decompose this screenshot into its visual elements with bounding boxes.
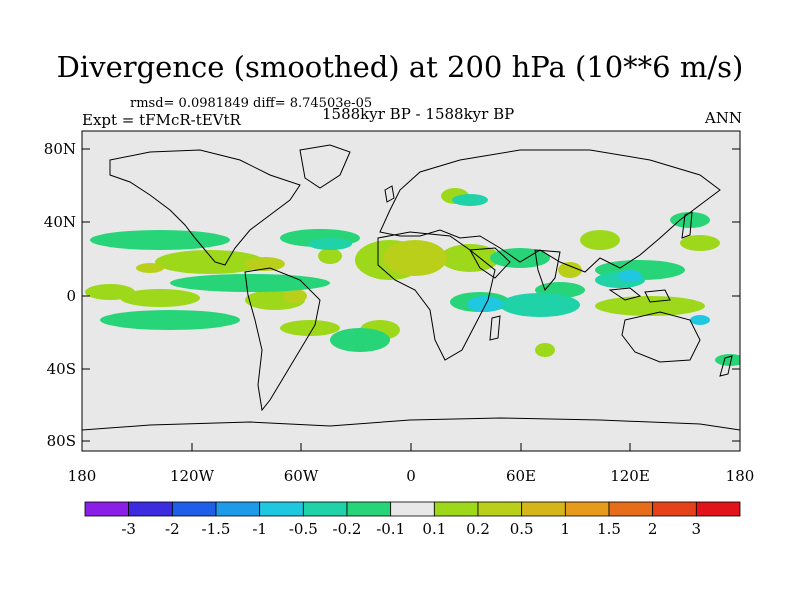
colorbar-swatch-0 — [84, 501, 130, 517]
colorbar-swatch-5 — [302, 501, 348, 517]
lon-label-0: 0 — [406, 467, 416, 485]
colorbar-label: 0.2 — [466, 520, 490, 538]
colorbar-swatch-14 — [695, 501, 741, 517]
colorbar-label: -1 — [252, 520, 267, 538]
colorbar-swatch-2 — [171, 501, 217, 517]
colorbar-label: -0.5 — [288, 520, 318, 538]
colorbar-label: 1.5 — [597, 520, 621, 538]
lon-label-120w: 120W — [170, 467, 215, 485]
colorbar-swatch-12 — [608, 501, 654, 517]
colorbar-swatch-1 — [128, 501, 173, 517]
lat-label-80s: 80S — [47, 432, 76, 450]
lat-label-40s: 40S — [47, 360, 76, 378]
axis-ticks — [81, 148, 741, 451]
plot-title: Divergence (smoothed) at 200 hPa (10**6 … — [56, 50, 744, 84]
colorbar-label: -2 — [165, 520, 180, 538]
field-pos-light — [85, 188, 720, 357]
lon-label-180w: 180 — [68, 467, 97, 485]
colorbar-label: 2 — [647, 520, 658, 538]
colorbar-label: -0.2 — [332, 520, 362, 538]
field-neg-mid — [308, 194, 645, 317]
lat-label-0: 0 — [66, 287, 76, 305]
lon-label-180e: 180 — [726, 467, 755, 485]
lon-label-60w: 60W — [284, 467, 319, 485]
field-pos-mid — [136, 240, 582, 303]
time-period-label: 1588kyr BP - 1588kyr BP — [322, 105, 515, 123]
colorbar-label: -1.5 — [201, 520, 231, 538]
colorbar-swatch-7 — [390, 501, 435, 517]
lon-label-60e: 60E — [506, 467, 536, 485]
colorbar-label: 3 — [691, 520, 702, 538]
colorbar — [84, 501, 741, 517]
field-neg-strong — [467, 270, 710, 325]
experiment-label: Expt = tFMcR-tEVtR — [82, 111, 241, 129]
coastlines — [82, 144, 740, 431]
lat-label-40n: 40N — [44, 213, 76, 231]
colorbar-swatch-9 — [477, 501, 523, 517]
colorbar-label: 1 — [560, 520, 571, 538]
colorbar-label: 0.1 — [422, 520, 447, 538]
lon-label-120e: 120E — [610, 467, 650, 485]
rmsd-diff-stats: rmsd= 0.0981849 diff= 8.74503e-05 — [130, 96, 373, 111]
colorbar-label: -3 — [121, 520, 136, 538]
colorbar-swatch-8 — [433, 501, 479, 517]
colorbar-swatch-11 — [564, 501, 610, 517]
season-label: ANN — [704, 109, 742, 127]
colorbar-label: -0.1 — [376, 520, 406, 538]
colorbar-swatch-6 — [346, 501, 392, 517]
colorbar-label: 0.5 — [509, 520, 534, 538]
colorbar-swatch-3 — [215, 501, 261, 517]
map-background — [82, 131, 740, 451]
colorbar-swatch-13 — [652, 501, 697, 517]
colorbar-swatch-4 — [259, 501, 304, 517]
colorbar-swatch-10 — [521, 501, 566, 517]
lat-label-80n: 80N — [44, 140, 76, 158]
